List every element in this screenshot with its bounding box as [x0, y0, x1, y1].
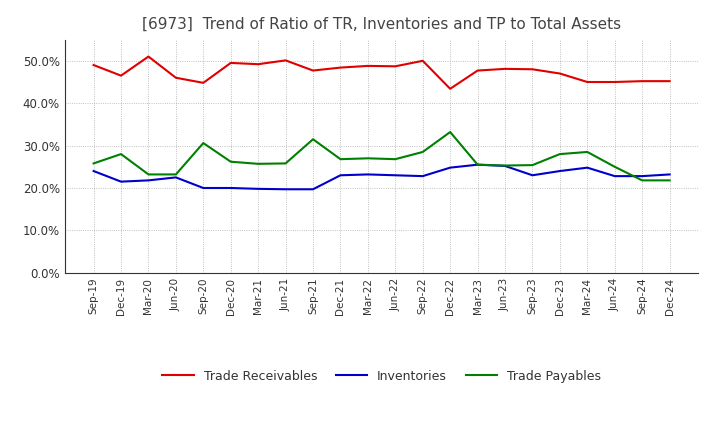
Trade Payables: [144, 172, 153, 177]
Inventories: [500, 163, 509, 169]
Inventories: [473, 162, 482, 167]
Inventories: [446, 165, 454, 170]
Trade Payables: [171, 172, 180, 177]
Inventories: [391, 172, 400, 178]
Inventories: [89, 169, 98, 174]
Inventories: [199, 185, 207, 191]
Inventories: [583, 165, 592, 170]
Trade Receivables: [336, 65, 345, 70]
Trade Receivables: [446, 86, 454, 92]
Trade Receivables: [254, 62, 263, 67]
Trade Payables: [89, 161, 98, 166]
Trade Payables: [254, 161, 263, 166]
Inventories: [556, 169, 564, 174]
Trade Payables: [117, 151, 125, 157]
Trade Payables: [418, 149, 427, 154]
Trade Payables: [638, 178, 647, 183]
Trade Receivables: [473, 68, 482, 73]
Trade Receivables: [528, 66, 537, 72]
Trade Receivables: [199, 80, 207, 85]
Inventories: [364, 172, 372, 177]
Trade Receivables: [117, 73, 125, 78]
Trade Receivables: [611, 79, 619, 84]
Inventories: [171, 175, 180, 180]
Inventories: [254, 186, 263, 191]
Inventories: [665, 172, 674, 177]
Trade Payables: [556, 151, 564, 157]
Trade Payables: [282, 161, 290, 166]
Trade Receivables: [89, 62, 98, 68]
Trade Receivables: [144, 54, 153, 59]
Trade Receivables: [583, 79, 592, 84]
Trade Receivables: [309, 68, 318, 73]
Trade Payables: [611, 164, 619, 169]
Line: Trade Payables: Trade Payables: [94, 132, 670, 180]
Trade Payables: [665, 178, 674, 183]
Trade Receivables: [391, 64, 400, 69]
Trade Receivables: [226, 60, 235, 66]
Line: Inventories: Inventories: [94, 165, 670, 189]
Inventories: [309, 187, 318, 192]
Trade Receivables: [418, 58, 427, 63]
Trade Payables: [391, 157, 400, 162]
Inventories: [418, 173, 427, 179]
Inventories: [144, 178, 153, 183]
Trade Receivables: [171, 75, 180, 81]
Trade Payables: [583, 149, 592, 154]
Inventories: [336, 172, 345, 178]
Inventories: [638, 173, 647, 179]
Inventories: [528, 172, 537, 178]
Inventories: [611, 173, 619, 179]
Trade Payables: [336, 157, 345, 162]
Trade Payables: [446, 129, 454, 135]
Trade Payables: [473, 162, 482, 167]
Legend: Trade Receivables, Inventories, Trade Payables: Trade Receivables, Inventories, Trade Pa…: [157, 365, 606, 388]
Trade Receivables: [665, 78, 674, 84]
Inventories: [282, 187, 290, 192]
Trade Payables: [528, 162, 537, 168]
Trade Receivables: [364, 63, 372, 69]
Trade Payables: [199, 140, 207, 146]
Trade Payables: [226, 159, 235, 165]
Line: Trade Receivables: Trade Receivables: [94, 57, 670, 89]
Trade Receivables: [282, 58, 290, 63]
Trade Receivables: [500, 66, 509, 71]
Title: [6973]  Trend of Ratio of TR, Inventories and TP to Total Assets: [6973] Trend of Ratio of TR, Inventories…: [142, 16, 621, 32]
Inventories: [117, 179, 125, 184]
Trade Payables: [364, 156, 372, 161]
Inventories: [226, 185, 235, 191]
Trade Receivables: [556, 71, 564, 76]
Trade Payables: [309, 136, 318, 142]
Trade Payables: [500, 163, 509, 168]
Trade Receivables: [638, 78, 647, 84]
